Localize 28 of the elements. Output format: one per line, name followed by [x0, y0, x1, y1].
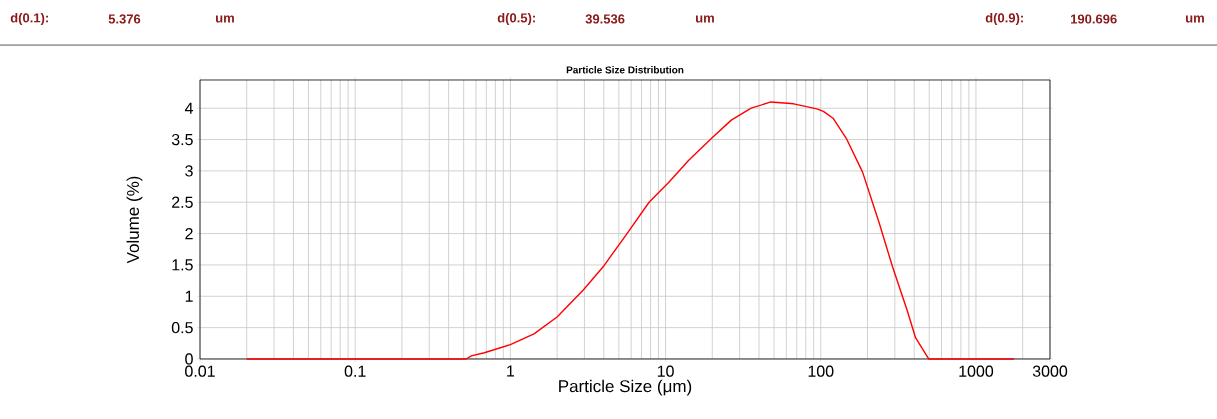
- y-tick-label: 4: [184, 102, 194, 114]
- x-tick-label: 10: [657, 365, 674, 377]
- chart-title: Particle Size Distribution: [566, 66, 684, 74]
- y-tick-label: 3.5: [171, 133, 193, 146]
- x-tick-label: 0.1: [344, 365, 366, 377]
- x-tick-label: 1000: [959, 365, 994, 377]
- text: um: [696, 15, 714, 23]
- y-tick-label: 1.5: [172, 259, 193, 271]
- y-axis-title: Volume (%): [126, 176, 143, 264]
- text: um: [1186, 15, 1204, 23]
- text: um: [216, 15, 234, 23]
- text: d(0.9):: [985, 12, 1023, 26]
- y-tick-label: 0.5: [171, 321, 193, 334]
- y-tick-label: 3: [185, 165, 193, 177]
- y-tick-label: 2.5: [172, 196, 193, 208]
- x-tick-label: 100: [808, 365, 834, 377]
- text: 5.376: [108, 14, 141, 24]
- x-tick-label: 3000: [1032, 365, 1068, 377]
- y-tick-label: 0: [185, 353, 193, 365]
- x-tick-label: 1: [507, 365, 515, 377]
- y-tick-label: 2: [185, 228, 193, 240]
- y-tick-label: 1: [185, 290, 193, 302]
- text: 39.536: [585, 14, 625, 24]
- text: d(0.5):: [497, 12, 535, 26]
- x-tick-label: 0.01: [185, 365, 215, 377]
- text: d(0.1):: [10, 12, 48, 26]
- x-axis-title: Particle Size (μm): [559, 379, 692, 396]
- text: 190.696: [1071, 14, 1117, 24]
